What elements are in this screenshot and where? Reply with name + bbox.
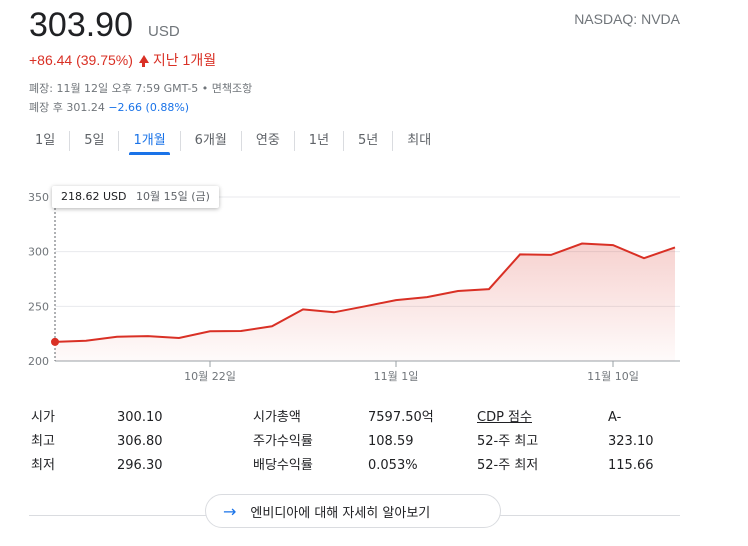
y-tick-label: 350 — [28, 191, 49, 204]
tab-5y[interactable]: 5년 — [343, 131, 392, 151]
data-point[interactable] — [268, 322, 276, 330]
data-point[interactable] — [175, 334, 183, 342]
tab-ytd[interactable]: 연중 — [240, 131, 294, 151]
stat-dividend-yield: 배당수익률 0.053% — [253, 458, 418, 473]
data-point[interactable] — [485, 285, 493, 293]
y-tick-label: 250 — [28, 300, 49, 313]
range-tabs: 1일 5일 1개월 6개월 연중 1년 5년 최대 — [29, 131, 445, 155]
chart-tooltip: 218.62 USD 10월 15일 (금) — [52, 186, 219, 208]
x-tick-label: 11월 10일 — [587, 369, 639, 383]
stats-col-3: CDP 점수 A- 52-주 최고 323.10 52-주 최저 115.66 — [477, 406, 654, 478]
data-point[interactable] — [609, 241, 617, 249]
data-point[interactable] — [299, 305, 307, 313]
price-chart[interactable]: 350 300 250 200 10월 22일 11월 1일 11월 10일 — [0, 170, 748, 390]
after-hours: 폐장 후 301.24 −2.66 (0.88%) — [29, 99, 189, 115]
tab-1m[interactable]: 1개월 — [118, 131, 179, 155]
cdp-score-link[interactable]: CDP 점수 — [477, 410, 532, 425]
tab-6m[interactable]: 6개월 — [179, 131, 241, 151]
price-change: +86.44 (39.75%) 지난 1개월 — [29, 50, 216, 70]
close-info: 폐장: 11월 12일 오후 7:59 GMT-5 • 면책조항 — [29, 82, 253, 95]
data-point[interactable] — [640, 254, 648, 262]
currency: USD — [148, 23, 180, 40]
stats-col-1: 시가 300.10 최고 306.80 최저 296.30 — [31, 406, 163, 478]
data-point[interactable] — [361, 302, 369, 310]
arrow-up-icon — [138, 55, 149, 67]
data-point[interactable] — [113, 333, 121, 341]
stat-52w-high: 52-주 최고 323.10 — [477, 434, 654, 449]
y-tick-label: 200 — [28, 355, 49, 368]
stat-market-cap: 시가총액 7597.50억 — [253, 410, 434, 425]
data-point[interactable] — [516, 250, 524, 258]
stat-cdp-score: CDP 점수 A- — [477, 406, 654, 430]
learn-more-label: 엔비디아에 대해 자세히 알아보기 — [250, 505, 431, 521]
y-tick-label: 300 — [28, 246, 49, 259]
x-tick-label: 10월 22일 — [184, 369, 236, 383]
change-period: 지난 1개월 — [152, 52, 217, 68]
tab-max[interactable]: 최대 — [392, 131, 445, 151]
stats-col-2: 시가총액 7597.50억 주가수익률 108.59 배당수익률 0.053% — [253, 406, 434, 478]
tab-1d[interactable]: 1일 — [35, 133, 56, 148]
data-point[interactable] — [547, 251, 555, 259]
tooltip-value: 218.62 USD — [61, 190, 127, 203]
learn-more-button[interactable]: → 엔비디아에 대해 자세히 알아보기 — [205, 494, 501, 528]
stat-52w-low: 52-주 최저 115.66 — [477, 458, 654, 473]
data-point[interactable] — [423, 293, 431, 301]
data-point[interactable] — [454, 287, 462, 295]
data-point[interactable] — [330, 308, 338, 316]
change-value: +86.44 (39.75%) — [29, 52, 133, 68]
arrow-right-icon: → — [223, 501, 237, 521]
stat-low: 최저 296.30 — [31, 458, 163, 473]
after-hours-label: 폐장 후 301.24 — [29, 101, 105, 114]
stat-open: 시가 300.10 — [31, 410, 163, 425]
after-hours-change: −2.66 (0.88%) — [108, 101, 190, 114]
stat-pe-ratio: 주가수익률 108.59 — [253, 434, 414, 449]
data-point[interactable] — [206, 327, 214, 335]
hover-point — [51, 337, 59, 346]
data-point[interactable] — [144, 332, 152, 340]
x-tick-label: 11월 1일 — [374, 369, 419, 383]
stock-price: 303.90 — [29, 6, 133, 44]
tab-5d[interactable]: 5일 — [69, 131, 118, 151]
data-point[interactable] — [82, 337, 90, 345]
data-point[interactable] — [671, 243, 679, 251]
ticker-symbol: NASDAQ: NVDA — [574, 11, 680, 27]
tab-1y[interactable]: 1년 — [293, 131, 343, 151]
price-area — [55, 243, 675, 361]
stat-high: 최고 306.80 — [31, 434, 163, 449]
price-line — [54, 242, 676, 343]
data-point[interactable] — [578, 239, 586, 247]
data-point[interactable] — [237, 327, 245, 335]
data-point[interactable] — [392, 296, 400, 304]
tooltip-date: 10월 15일 (금) — [136, 190, 210, 203]
